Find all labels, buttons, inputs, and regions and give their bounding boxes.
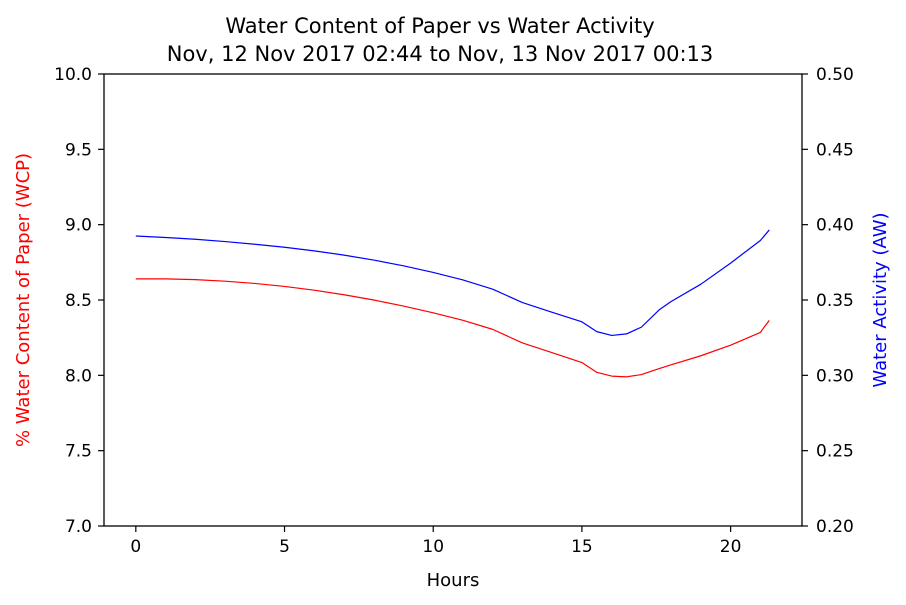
x-tick-label: 5 bbox=[279, 537, 290, 557]
y-axis-right: 0.20 0.25 0.30 0.35 0.40 0.45 0.50 bbox=[802, 65, 854, 537]
y-left-tick-label: 9.0 bbox=[65, 216, 92, 236]
y-axis-left-label: % Water Content of Paper (WCP) bbox=[13, 153, 34, 447]
series-line-wcp bbox=[135, 278, 770, 378]
y-right-tick-label: 0.40 bbox=[816, 216, 854, 236]
series-line-aw bbox=[135, 229, 770, 337]
x-tick-label: 15 bbox=[571, 537, 593, 557]
y-axis-right-label: Water Activity (AW) bbox=[870, 212, 891, 387]
plot-lines bbox=[135, 229, 770, 378]
y-left-tick-label: 8.5 bbox=[65, 291, 92, 311]
x-axis: 0 5 10 15 20 bbox=[130, 526, 741, 557]
y-left-tick-label: 7.0 bbox=[65, 517, 92, 537]
y-right-tick-label: 0.45 bbox=[816, 140, 854, 160]
y-left-tick-label: 7.5 bbox=[65, 442, 92, 462]
x-tick-label: 0 bbox=[130, 537, 141, 557]
y-right-tick-label: 0.20 bbox=[816, 517, 854, 537]
y-axis-left: 7.0 7.5 8.0 8.5 9.0 9.5 10.0 bbox=[54, 65, 104, 537]
y-right-tick-label: 0.50 bbox=[816, 65, 854, 85]
x-axis-label: Hours bbox=[427, 570, 480, 591]
y-left-tick-label: 8.0 bbox=[65, 366, 92, 386]
y-right-tick-label: 0.25 bbox=[816, 442, 854, 462]
x-tick-label: 20 bbox=[720, 537, 742, 557]
chart-title: Water Content of Paper vs Water Activity bbox=[225, 14, 654, 38]
x-tick-label: 10 bbox=[422, 537, 444, 557]
y-right-tick-label: 0.35 bbox=[816, 291, 854, 311]
chart-subtitle: Nov, 12 Nov 2017 02:44 to Nov, 13 Nov 20… bbox=[167, 42, 714, 66]
y-right-tick-label: 0.30 bbox=[816, 366, 854, 386]
y-left-tick-label: 9.5 bbox=[65, 140, 92, 160]
y-left-tick-label: 10.0 bbox=[54, 65, 92, 85]
